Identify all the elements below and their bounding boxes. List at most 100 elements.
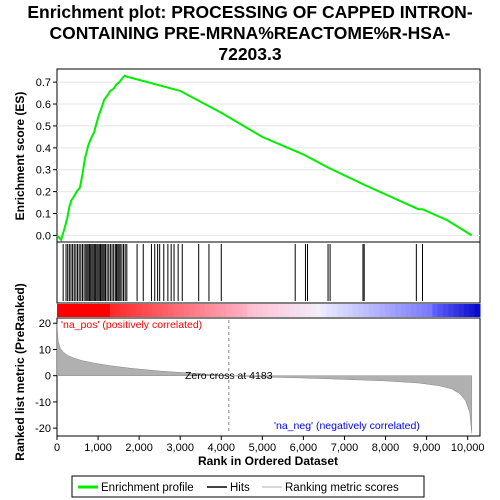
rank-xtick-label: 9,000 bbox=[413, 442, 441, 454]
legend: Enrichment profile Hits Ranking metric s… bbox=[71, 475, 425, 498]
colorbar-segment bbox=[390, 304, 396, 317]
colorbar-segment bbox=[384, 304, 391, 317]
colorbar-segment bbox=[273, 304, 280, 317]
colorbar-segment bbox=[474, 304, 481, 317]
colorbar-segment bbox=[215, 304, 222, 317]
colorbar-segment bbox=[432, 304, 439, 317]
legend-frame bbox=[71, 475, 425, 498]
colorbar-segment bbox=[141, 304, 148, 317]
es-ylabel: Enrichment score (ES) bbox=[13, 92, 27, 221]
colorbar-segment bbox=[363, 304, 370, 317]
colorbar-segment bbox=[464, 304, 470, 317]
colorbar-segment bbox=[199, 304, 206, 317]
colorbar-segment bbox=[131, 304, 137, 317]
colorbar-segment bbox=[120, 304, 127, 317]
title-line-3: 72203.3 bbox=[218, 44, 282, 64]
colorbar-segment bbox=[347, 304, 354, 317]
rank-xtick-label: 1,000 bbox=[84, 442, 112, 454]
rank-xtick-label: 8,000 bbox=[372, 442, 400, 454]
colorbar-segment bbox=[157, 304, 164, 317]
es-ytick-label: 0.2 bbox=[36, 187, 51, 199]
rank-ytick-label: 20 bbox=[39, 318, 51, 330]
colorbar-segment bbox=[358, 304, 365, 317]
rank-xtick-label: 4,000 bbox=[208, 442, 236, 454]
colorbar-segment bbox=[300, 304, 307, 317]
colorbar-segment bbox=[427, 304, 433, 317]
es-yticks: 0.0 0.1 0.2 0.3 0.4 0.5 0.6 0.7 bbox=[36, 77, 57, 242]
es-ytick-label: 0.4 bbox=[36, 143, 51, 155]
colorbar-segment bbox=[331, 304, 338, 317]
colorbar-segment bbox=[284, 304, 291, 317]
colorbar-segment bbox=[210, 304, 217, 317]
colorbar-segment bbox=[78, 304, 84, 317]
rank-xtick-label: 10,000 bbox=[451, 442, 485, 454]
rank-ytick-label: 10 bbox=[39, 344, 51, 356]
colorbar-segment bbox=[62, 304, 69, 317]
rank-ylabel: Ranked list metric (PreRanked) bbox=[13, 283, 27, 460]
colorbar-segment bbox=[242, 304, 248, 317]
es-ytick-label: 0.1 bbox=[36, 209, 51, 221]
colorbar-segment bbox=[405, 304, 412, 317]
chart-title: Enrichment plot: PROCESSING OF CAPPED IN… bbox=[0, 2, 500, 65]
colorbar-segment bbox=[448, 304, 455, 317]
colorbar-segment bbox=[72, 304, 79, 317]
ranking-panel: -20 -10 0 10 20 0 1,000 2,000 3,000 4,000 5,000 6,… bbox=[13, 283, 485, 468]
colorbar-segment bbox=[94, 304, 100, 317]
rank-xtick-label: 7,000 bbox=[331, 442, 359, 454]
rank-xticks: 0 1,000 2,000 3,000 4,000 5,000 6,000 7,000 8,00… bbox=[54, 436, 485, 454]
hits-frame bbox=[56, 241, 481, 304]
es-ytick-label: 0.5 bbox=[36, 121, 51, 133]
rank-ytick-label: 0 bbox=[45, 371, 51, 383]
pos-annotation: 'na_pos' (positively correlated) bbox=[61, 319, 202, 331]
colorbar-segment bbox=[353, 304, 359, 317]
es-ytick-label: 0.3 bbox=[36, 165, 51, 177]
colorbar-segment bbox=[236, 304, 243, 317]
colorbar-segment bbox=[421, 304, 428, 317]
colorbar-segment bbox=[173, 304, 180, 317]
rank-xtick-label: 0 bbox=[54, 442, 60, 454]
colorbar-segment bbox=[337, 304, 344, 317]
colorbar-segment bbox=[442, 304, 449, 317]
neg-annotation: 'na_neg' (negatively correlated) bbox=[274, 420, 420, 432]
colorbar-segment bbox=[57, 304, 63, 317]
colorbar-segment bbox=[257, 304, 264, 317]
colorbar-segment bbox=[400, 304, 407, 317]
zero-cross-label: Zero cross at 4183 bbox=[185, 370, 273, 382]
rank-xtick-label: 2,000 bbox=[125, 442, 153, 454]
colorbar-segment bbox=[115, 304, 121, 317]
colorbar-segment bbox=[268, 304, 275, 317]
colorbar-segment bbox=[379, 304, 386, 317]
colorbar-segment bbox=[469, 304, 476, 317]
rank-xtick-label: 3,000 bbox=[166, 442, 194, 454]
rank-ytick-label: -20 bbox=[35, 423, 51, 435]
legend-ranking-label: Ranking metric scores bbox=[285, 482, 399, 494]
colorbar-segment bbox=[88, 304, 95, 317]
colorbar-segment bbox=[220, 304, 227, 317]
rank-yticks: -20 -10 0 10 20 bbox=[35, 318, 57, 435]
colorbar-segment bbox=[146, 304, 153, 317]
es-ytick-label: 0.6 bbox=[36, 99, 51, 111]
hit-markers bbox=[62, 244, 424, 301]
colorbar-segment bbox=[231, 304, 238, 317]
title-line-2: CONTAINING PRE-MRNA%REACTOME%R-HSA- bbox=[49, 23, 451, 43]
rank-xtick-label: 6,000 bbox=[290, 442, 318, 454]
colorbar-segment bbox=[104, 304, 111, 317]
es-grid bbox=[57, 81, 480, 236]
colorbar-segment bbox=[395, 304, 402, 317]
colorbar-segment bbox=[294, 304, 301, 317]
colorbar-segment bbox=[83, 304, 90, 317]
hits-panel bbox=[56, 241, 481, 304]
colorbar-segment bbox=[263, 304, 269, 317]
colorbar-segment bbox=[183, 304, 190, 317]
colorbar-segment bbox=[178, 304, 185, 317]
rank-colorbar bbox=[57, 304, 481, 317]
colorbar-segment bbox=[205, 304, 211, 317]
colorbar-segment bbox=[453, 304, 460, 317]
es-ytick-label: 0.0 bbox=[36, 230, 51, 242]
colorbar-segment bbox=[326, 304, 333, 317]
colorbar-segment bbox=[252, 304, 259, 317]
colorbar-segment bbox=[305, 304, 312, 317]
title-line-1: Enrichment plot: PROCESSING OF CAPPED IN… bbox=[27, 2, 473, 22]
colorbar-segment bbox=[162, 304, 169, 317]
colorbar-segment bbox=[226, 304, 232, 317]
